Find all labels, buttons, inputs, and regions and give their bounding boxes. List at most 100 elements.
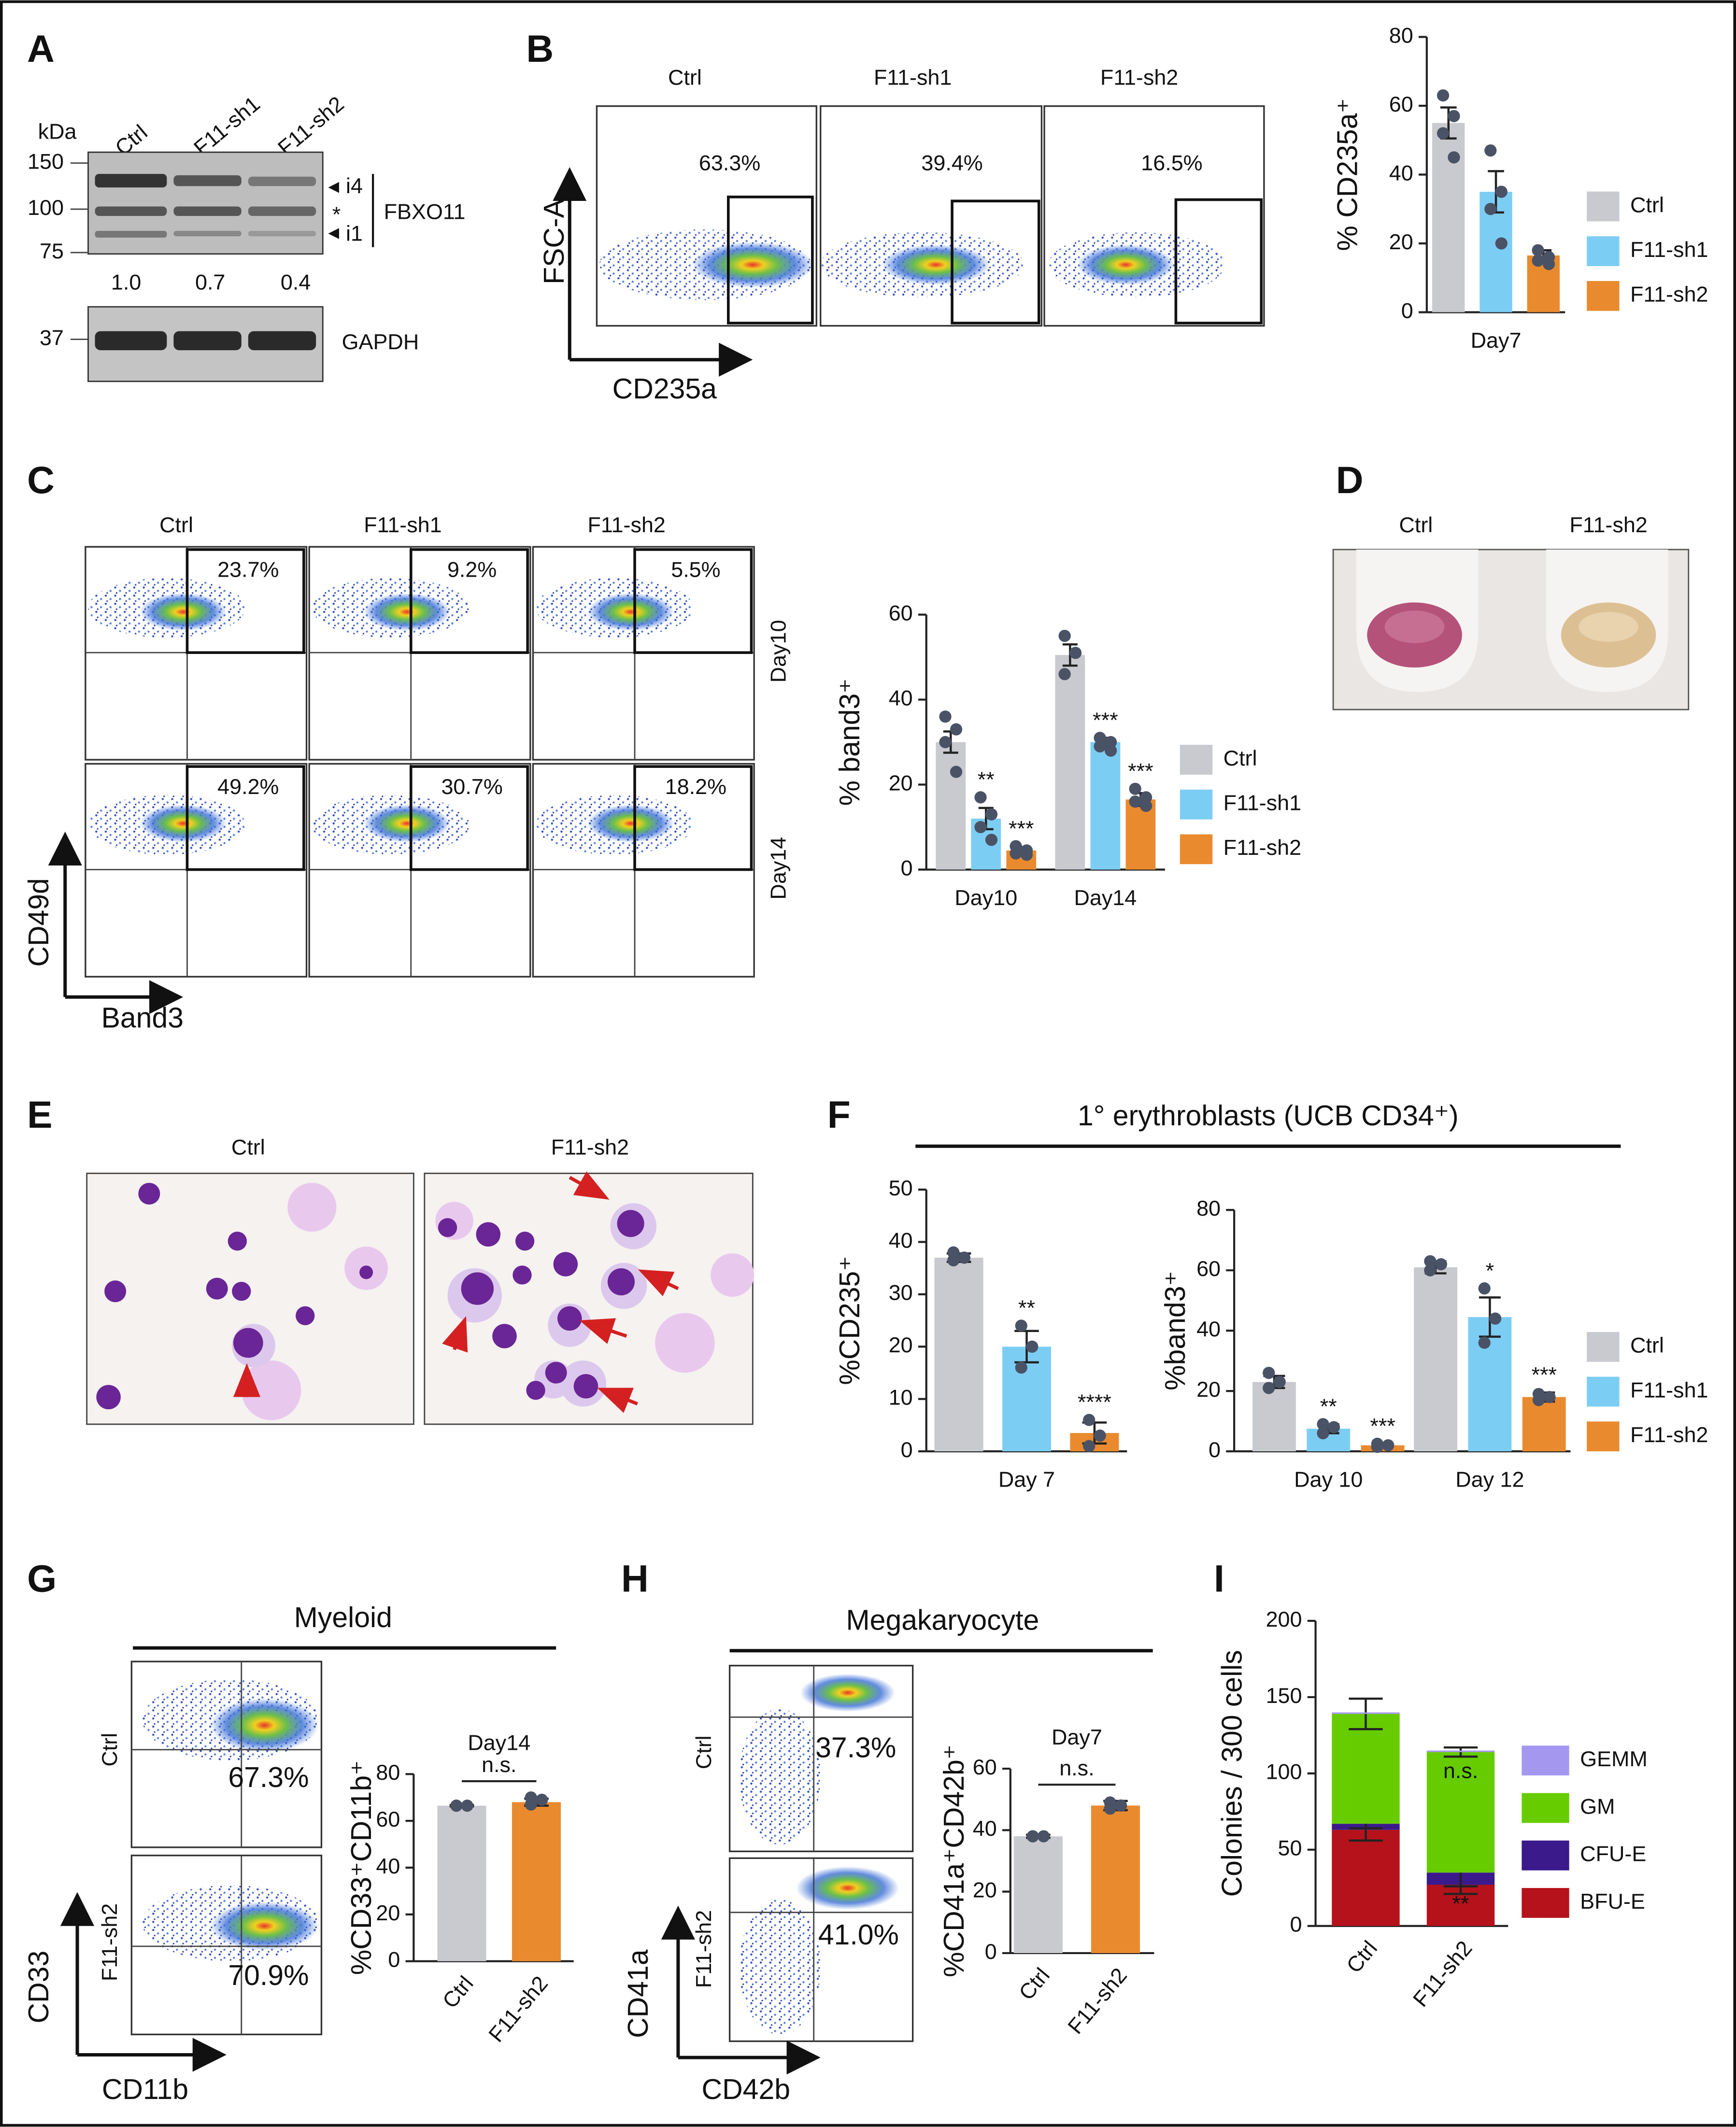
- panel-b-shape: [691, 241, 814, 288]
- x-axis-title: CD235a: [612, 373, 717, 405]
- x-axis-title: CD11b: [102, 2074, 188, 2105]
- significance: ****: [1078, 1390, 1111, 1414]
- data-point: [1104, 736, 1117, 749]
- panel-a-shape: [248, 331, 316, 351]
- panel-b-shape: [951, 199, 1040, 325]
- bar: [1426, 1752, 1495, 1873]
- y-axis-label: Colonies / 300 cells: [1217, 1650, 1248, 1897]
- significance: ***: [1531, 1362, 1556, 1387]
- gate-percent: 23.7%: [217, 557, 279, 582]
- legend-label: Ctrl: [1630, 1333, 1664, 1358]
- chart: 0 50 100 150 200 Colonies / 300 cells Ctrl F11-…: [1217, 1607, 1648, 2012]
- panel-a: A Ctrl F11-sh1 F11-sh2 kDa 150 100 75 37…: [27, 28, 466, 383]
- y-axis-label: %band3⁺: [1160, 1271, 1191, 1390]
- panel-e-shape-shape: [233, 1328, 263, 1358]
- gate: [633, 548, 753, 654]
- legend-label: Ctrl: [1630, 192, 1664, 217]
- data-point: [939, 736, 952, 749]
- panel-a-shape: [95, 231, 167, 238]
- panel-e-shape-shape: [711, 1253, 754, 1297]
- density: [363, 804, 451, 843]
- bar: [1125, 799, 1156, 870]
- y-axis-label: %CD235⁺: [834, 1256, 866, 1385]
- panel-e-shape-shape: [296, 1306, 315, 1325]
- bar: [1055, 655, 1085, 870]
- bar: [1252, 1382, 1296, 1452]
- panel-b-shape: [1174, 198, 1263, 325]
- panel-h-shape: [800, 1673, 896, 1712]
- legend-label: F11-sh2: [1630, 1422, 1708, 1447]
- y-axis-label: % CD235a⁺: [1332, 98, 1363, 251]
- legend-swatch: [1180, 745, 1213, 775]
- density: [363, 593, 451, 631]
- data-point: [1015, 1319, 1027, 1332]
- x-tick-label: Day14: [1074, 885, 1137, 910]
- marker: 150: [28, 149, 64, 173]
- data-point: [450, 1800, 463, 1812]
- data-point: [461, 1800, 473, 1812]
- column-label: F11-sh2: [1100, 65, 1178, 89]
- loading-label: GAPDH: [342, 329, 419, 354]
- column-label: Ctrl: [1399, 512, 1433, 537]
- data-point: [1317, 1418, 1329, 1431]
- y-tick-label: 0: [388, 1947, 400, 1972]
- y-tick-label: 0: [1401, 298, 1413, 323]
- data-point: [1129, 782, 1141, 795]
- panel-e-shape-shape: [228, 1232, 247, 1251]
- y-tick-label: 80: [1389, 23, 1413, 47]
- significance: ***: [1093, 708, 1118, 732]
- panel-b-shape: [726, 196, 814, 325]
- data-point: [1424, 1264, 1437, 1276]
- panel-a-shape: [173, 206, 242, 216]
- legend-label: F11-sh2: [1224, 835, 1301, 860]
- legend-label: F11-sh1: [1224, 791, 1301, 815]
- data-point: [1273, 1375, 1286, 1388]
- panel-label: G: [27, 1557, 57, 1600]
- panel-e-shape-shape: [287, 1183, 337, 1232]
- column-label: F11-sh2: [588, 512, 666, 537]
- panel-e-shape-shape: [545, 1361, 567, 1384]
- gate-percent: 63.3%: [699, 150, 760, 175]
- gate: [185, 548, 305, 654]
- legend-swatch: [1522, 1745, 1569, 1776]
- lane-label: F11-sh1: [189, 91, 264, 160]
- x-tick-label: Ctrl: [438, 1971, 478, 2013]
- bar: [1332, 1829, 1400, 1926]
- data-point: [1371, 1441, 1383, 1453]
- column-label: F11-sh2: [551, 1135, 629, 1160]
- data-point: [1094, 732, 1106, 744]
- panel-b-shape: [882, 244, 990, 285]
- bar: [1091, 1805, 1140, 1953]
- data-point: [1448, 110, 1460, 122]
- legend-label: F11-sh1: [1630, 237, 1708, 262]
- panel-e-shape-shape: [597, 1388, 638, 1413]
- panel-a-shape: [87, 151, 324, 255]
- panel-e-shape-shape: [104, 1280, 127, 1303]
- bar: [1426, 1750, 1495, 1752]
- data-point: [950, 723, 963, 736]
- bar: [1002, 1347, 1052, 1452]
- x-tick-label: Ctrl: [1014, 1963, 1054, 2005]
- panel-c: C Ctrl F11-sh1 F11-sh2 Day10 Day14 CD49d…: [23, 459, 791, 1034]
- y-tick-label: 40: [889, 1228, 913, 1252]
- bar: [1013, 1836, 1063, 1953]
- panel-b: B Ctrl F11-sh1 F11-sh2 63.3% 39.4% 16.5%…: [526, 28, 1265, 405]
- y-axis-label: %CD41a⁺CD42b⁺: [939, 1744, 970, 1977]
- panel-e-shape-shape: [232, 1282, 251, 1301]
- panel-e-shape-shape: [206, 1277, 228, 1300]
- data-point: [1083, 1440, 1096, 1452]
- protein-label: FBXO11: [384, 199, 466, 224]
- column-label: Ctrl: [668, 65, 702, 89]
- y-axis-title: CD41a: [623, 1949, 654, 2038]
- panel-h-shape: [796, 1866, 899, 1910]
- y-tick-label: 20: [889, 1333, 913, 1357]
- x-axis-title: CD42b: [702, 2074, 791, 2105]
- panel-label: I: [1214, 1557, 1224, 1600]
- x-tick-label: Day 12: [1455, 1467, 1524, 1492]
- bar: [1332, 1714, 1400, 1824]
- bar: [1468, 1317, 1512, 1452]
